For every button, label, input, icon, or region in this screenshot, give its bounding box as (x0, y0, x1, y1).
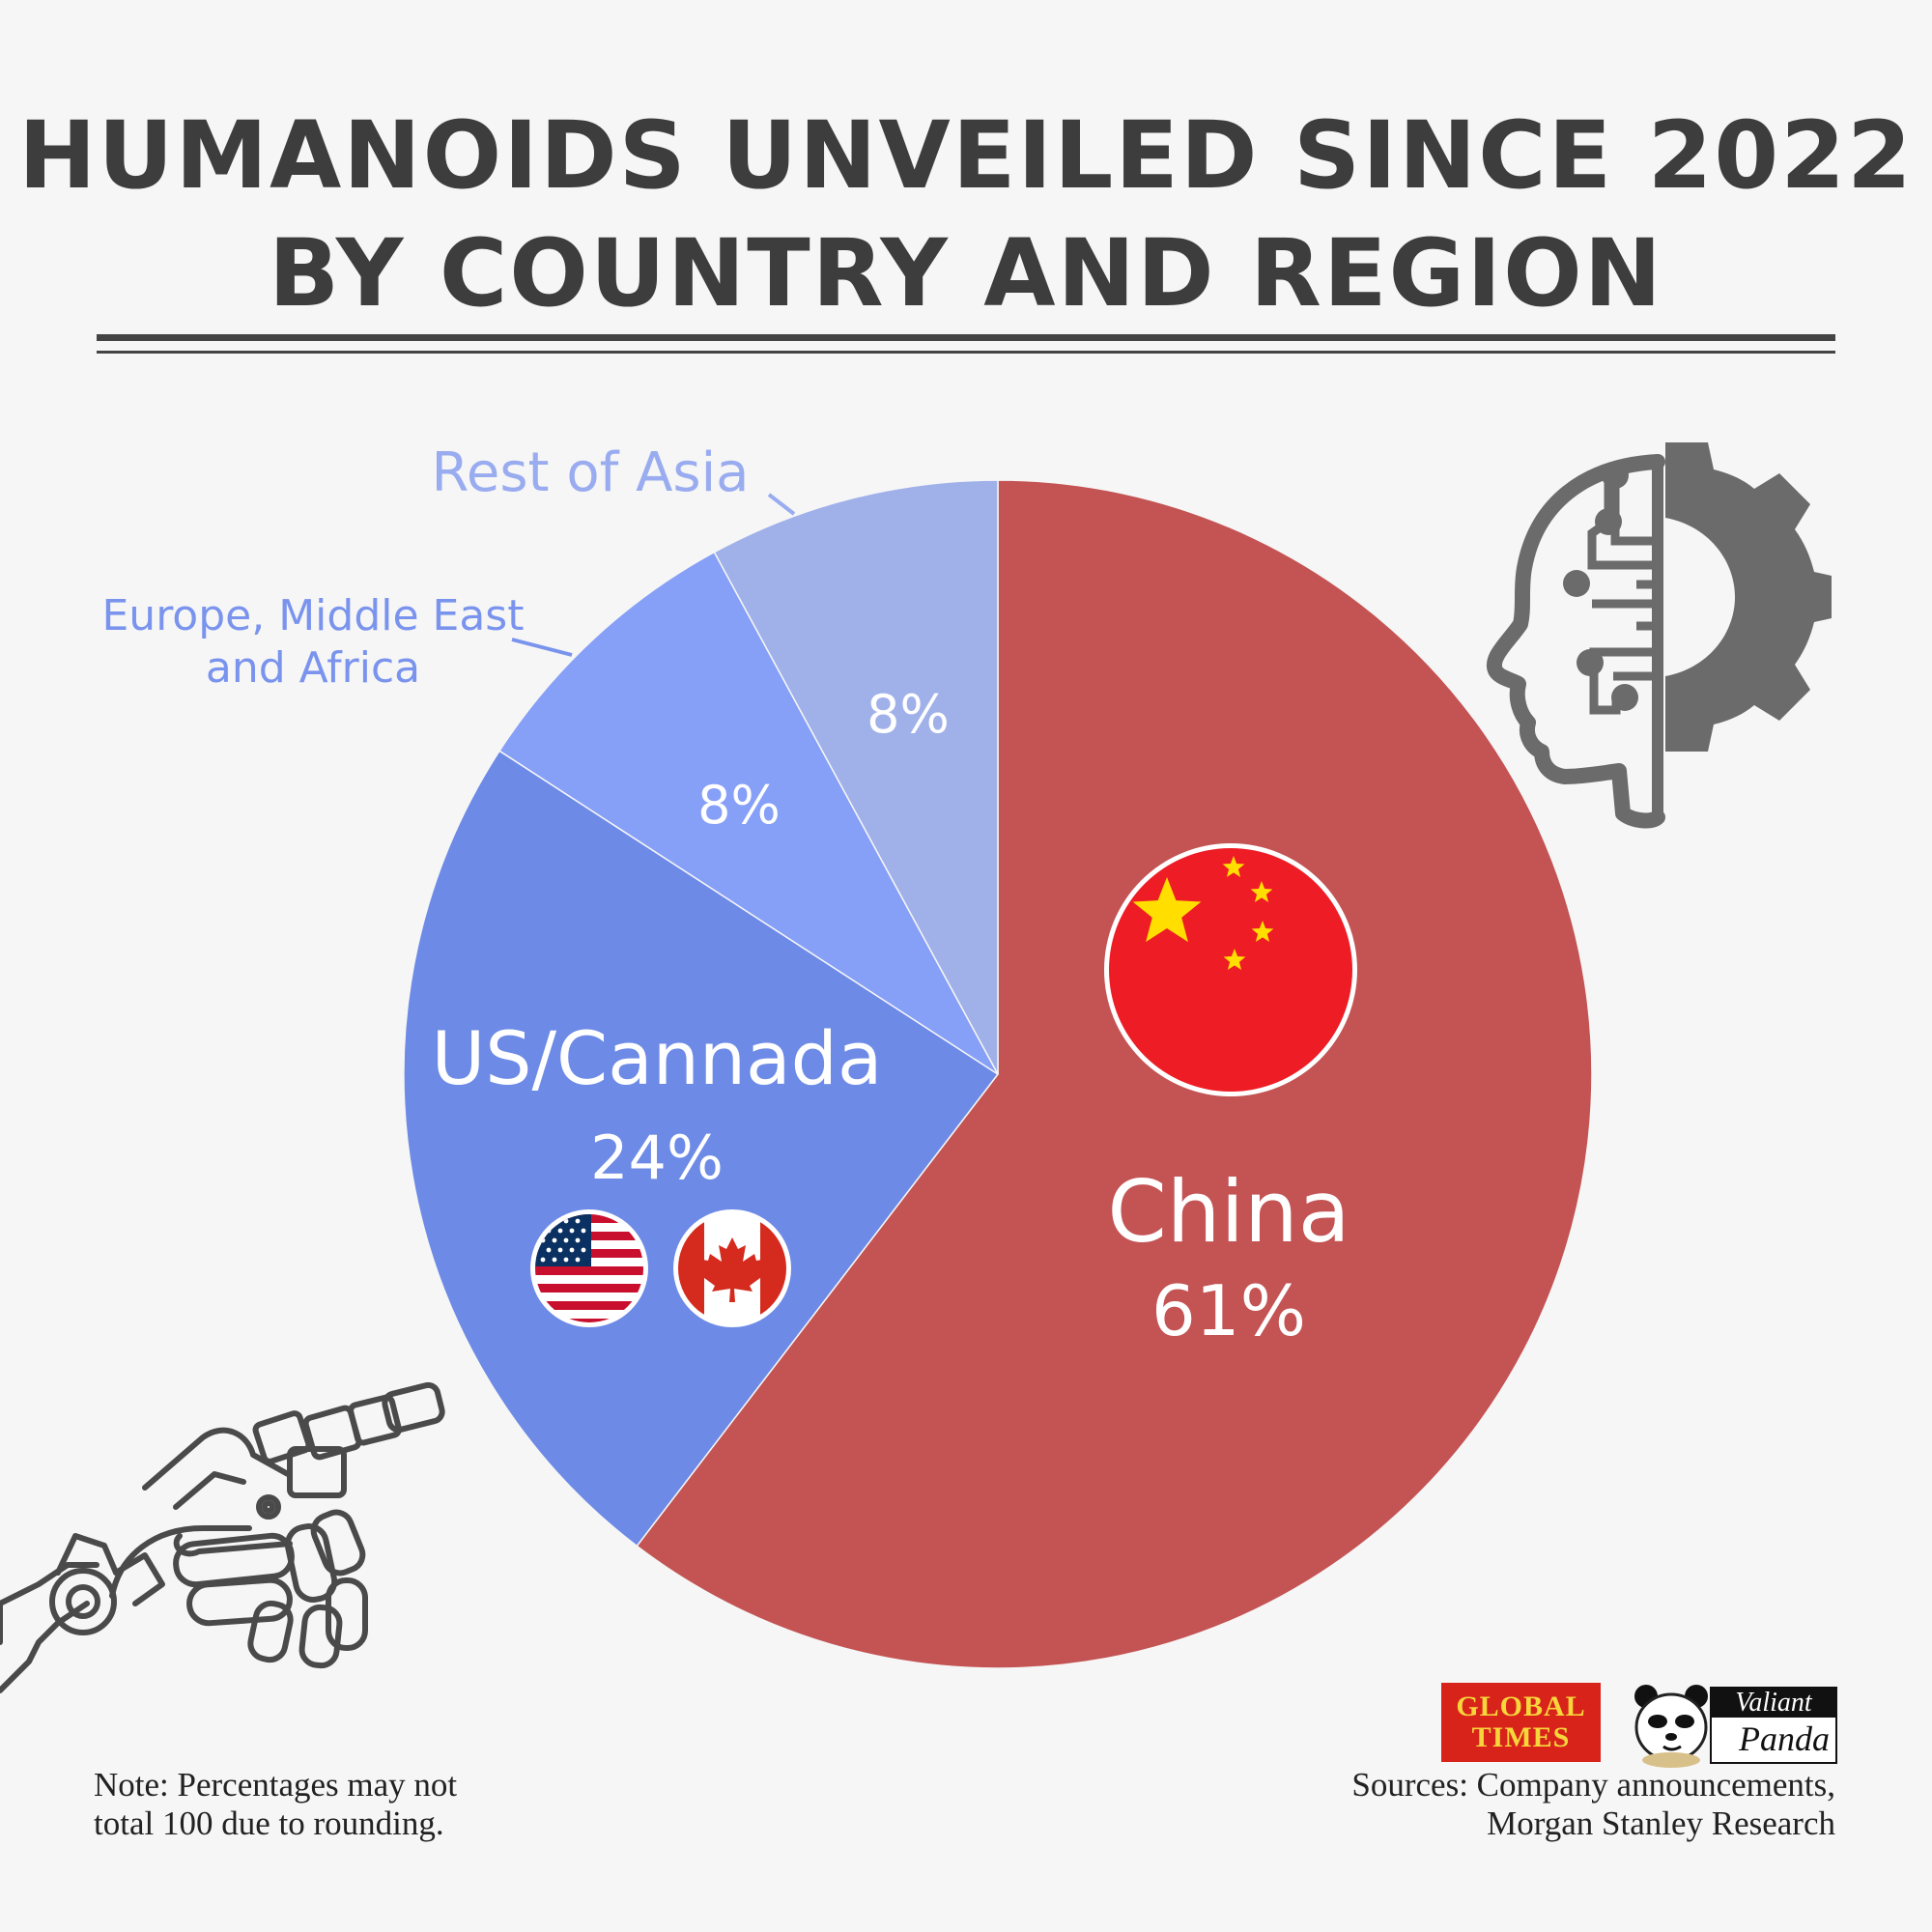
value-label-china: 61% (1151, 1270, 1306, 1351)
valiant-panda-logo-line-2: Panda (1739, 1719, 1830, 1758)
title-line-2: BY COUNTRY AND REGION (268, 219, 1664, 327)
canada-flag-icon (673, 1209, 791, 1327)
valiant-panda-wordmark: Valiant Panda (1710, 1687, 1837, 1764)
sources-line-1: Sources: Company announcements, (1351, 1766, 1835, 1804)
label-emea-line-2: and Africa (206, 643, 420, 693)
pie-slice-europe-middle-east-and-africa (498, 551, 999, 1075)
head-gear-icon (1487, 442, 1832, 829)
china-flag-icon (1104, 843, 1357, 1096)
leader-line-emea (511, 638, 573, 657)
note-line-1: Note: Percentages may not (94, 1766, 458, 1804)
title-line-1: HUMANOIDS UNVEILED SINCE 2022 (18, 101, 1914, 210)
footnote: Note: Percentages may not total 100 due … (94, 1766, 457, 1843)
valiant-panda-logo-line-1: Valiant (1712, 1689, 1835, 1718)
leader-line-rest-of-asia (767, 493, 796, 516)
label-rest-of-asia: Rest of Asia (432, 441, 750, 504)
us-flag-icon (530, 1209, 648, 1327)
global-times-logo-line-1: GLOBAL (1456, 1690, 1586, 1722)
label-emea-line-1: Europe, Middle East (102, 591, 525, 640)
global-times-logo: GLOBAL TIMES (1441, 1683, 1601, 1762)
value-label-rest-of-asia: 8% (867, 684, 950, 745)
value-label-emea: 8% (697, 775, 781, 836)
title-rule-thick (97, 334, 1835, 341)
value-label-us-canada: 24% (590, 1122, 724, 1193)
note-line-2: total 100 due to rounding. (94, 1804, 444, 1842)
title-rule-thin (97, 351, 1835, 354)
valiant-panda-logo: Valiant Panda (1633, 1679, 1837, 1768)
category-label-us-canada: US/Cannada (432, 1015, 883, 1101)
pie-slice-rest-of-asia (713, 479, 999, 1075)
sources-line-2: Morgan Stanley Research (1487, 1804, 1835, 1842)
chart-title: HUMANOIDS UNVEILED SINCE 2022 BY COUNTRY… (0, 97, 1932, 332)
category-label-china: China (1107, 1162, 1350, 1262)
sources: Sources: Company announcements, Morgan S… (1351, 1766, 1835, 1843)
robot-hand-icon (0, 1381, 445, 1693)
pie-slices (403, 479, 1593, 1669)
pie-slice-us-cannada (403, 750, 1000, 1548)
pie-slice-china (636, 479, 1593, 1669)
global-times-logo-line-2: TIMES (1471, 1721, 1571, 1753)
panda-icon (1634, 1685, 1708, 1768)
